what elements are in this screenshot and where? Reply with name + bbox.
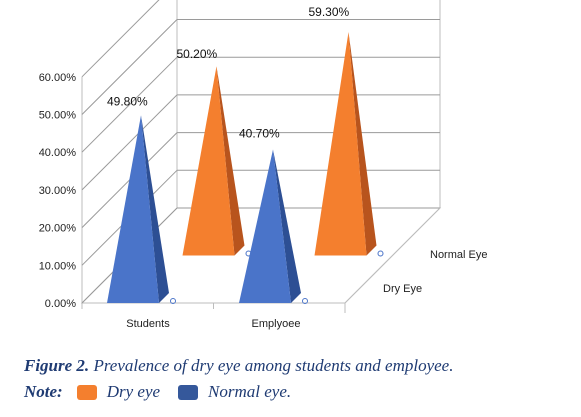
depth-tick-label: Dry Eye	[383, 283, 422, 295]
pyramid-dry-1-side	[348, 31, 377, 256]
pyramid-dry-0-front	[182, 66, 235, 256]
caption-text: Prevalence of dry eye among students and…	[93, 356, 454, 375]
dry-eye-swatch	[76, 384, 97, 400]
normal-eye-legend-label: Normal eye.	[208, 382, 292, 401]
gridline-left	[81, 56, 178, 153]
chart: 0.00% 10.00% 20.00% 30.00% 40.00% 50.00% 60.00…	[39, 0, 487, 330]
pyramid-dry-1	[314, 31, 384, 257]
y-tick-label: 60.00%	[39, 72, 77, 84]
caption-label: Figure 2.	[24, 356, 90, 375]
depth-axis-labels: Normal Eye Dry Eye	[344, 207, 487, 304]
pyramid-dry-1-front	[314, 31, 367, 256]
note-label: Note:	[24, 382, 63, 401]
pyramid-normal-0-front	[107, 115, 159, 303]
figure-caption: Figure 2. Prevalence of dry eye among st…	[24, 356, 453, 376]
pyramid-normal-1-marker	[302, 298, 308, 304]
y-tick-label: 30.00%	[39, 185, 77, 197]
y-tick-label: 50.00%	[39, 110, 77, 122]
y-tick-label: 20.00%	[39, 223, 77, 235]
gridline-left	[81, 19, 178, 115]
pyramid-dry-0	[182, 66, 252, 257]
x-tick-label: Students	[126, 318, 170, 330]
y-tick-label: 0.00%	[45, 298, 76, 310]
dry-eye-legend-label: Dry eye	[106, 382, 161, 401]
y-axis-ticks: 0.00% 10.00% 20.00% 30.00% 40.00% 50.00% 60.00…	[39, 72, 77, 310]
gridline-left	[81, 0, 160, 78]
pyramid-normal-1-front	[239, 149, 291, 303]
pyramids	[107, 31, 384, 304]
pyramid-normal-0-side	[141, 115, 169, 303]
gridline-left	[81, 94, 178, 191]
y-tick-label: 40.00%	[39, 147, 77, 159]
legend-note: Note: Dry eye Normal eye.	[24, 382, 303, 402]
data-label: 59.30%	[309, 5, 350, 19]
data-label: 49.80%	[107, 94, 148, 108]
depth-tick-label: Normal Eye	[430, 249, 487, 261]
data-label: 40.70%	[239, 127, 280, 141]
pyramid-normal-0	[107, 115, 176, 304]
depth-axis-line	[344, 207, 441, 304]
pyramid-normal-1	[239, 149, 308, 304]
x-tick-label: Emplyoee	[252, 318, 301, 330]
pyramid-normal-0-marker	[170, 298, 176, 304]
y-tick-label: 10.00%	[39, 260, 77, 272]
x-axis-labels: Students Emplyoee	[126, 318, 300, 330]
normal-eye-swatch	[178, 384, 199, 400]
data-labels: 49.80% 50.20% 40.70% 59.30%	[107, 5, 350, 141]
pyramid-normal-1-side	[273, 149, 301, 303]
pyramid-dry-1-marker	[377, 250, 384, 257]
pyramid-dry-0-side	[216, 66, 245, 256]
data-label: 50.20%	[177, 47, 218, 61]
